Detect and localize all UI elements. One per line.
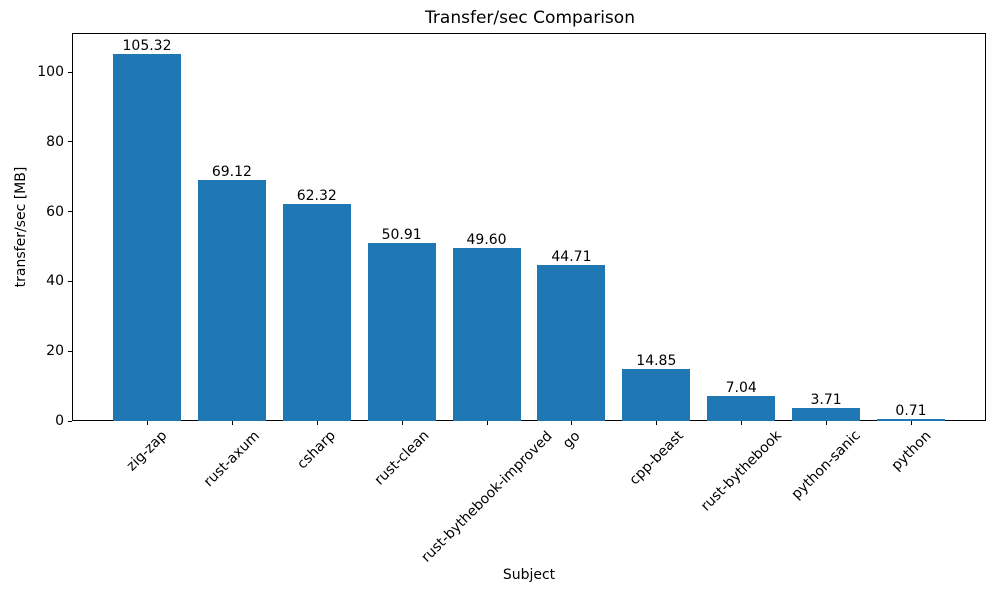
y-tick-label: 60 (46, 203, 64, 220)
bar-value-label: 50.91 (381, 227, 422, 244)
bar-value-label: 49.60 (466, 231, 507, 248)
x-tick (316, 421, 318, 425)
bar (282, 203, 351, 421)
plot-area (72, 33, 986, 421)
x-tick-label: rust-axum (200, 428, 263, 491)
bar-value-label: 3.71 (810, 392, 842, 409)
y-tick-label: 100 (37, 64, 64, 81)
x-tick-label: zig-zap (123, 427, 171, 475)
x-tick-label: rust-clean (371, 427, 433, 489)
y-tick-label: 40 (46, 273, 64, 290)
x-tick-label: cpp-beast (626, 427, 687, 489)
bar-value-label: 14.85 (636, 353, 677, 370)
y-tick-label: 0 (55, 413, 64, 429)
x-tick (656, 421, 658, 425)
y-tick (68, 350, 72, 352)
x-tick-label: csharp (294, 427, 340, 473)
bar (197, 179, 266, 421)
bar (877, 418, 945, 421)
y-axis-label: transfer/sec [MB] (13, 166, 29, 288)
y-tick-label: 80 (46, 133, 64, 150)
bar (792, 408, 861, 421)
y-tick (68, 420, 72, 422)
x-tick (826, 421, 828, 425)
x-tick-label: rust-bythebook-improved (417, 427, 556, 566)
x-tick-label: rust-bythebook (697, 428, 785, 515)
x-tick-label: python (888, 427, 934, 474)
bar (622, 369, 691, 421)
x-tick-label: go (559, 427, 584, 452)
x-tick (911, 421, 912, 425)
bar (367, 243, 436, 421)
chart-title: Transfer/sec Comparison (425, 8, 635, 28)
x-tick (741, 421, 743, 425)
bar-value-label: 62.32 (296, 187, 337, 204)
y-tick (68, 211, 72, 213)
bar-value-label: 44.71 (551, 248, 592, 265)
x-tick (231, 421, 233, 425)
bar (707, 396, 776, 421)
bar-value-label: 7.04 (725, 380, 757, 397)
y-tick (68, 71, 72, 73)
x-tick (486, 421, 488, 425)
bar-value-label: 105.32 (122, 37, 172, 54)
x-tick (147, 421, 148, 425)
y-tick (68, 141, 72, 143)
x-tick (571, 421, 573, 425)
bar (537, 264, 606, 421)
x-tick (401, 421, 403, 425)
bar (452, 247, 521, 421)
x-tick-label: python-sanic (788, 427, 864, 504)
bar-value-label: 69.12 (211, 163, 252, 180)
bar (113, 53, 181, 421)
bar-value-label: 0.71 (895, 402, 927, 419)
x-axis-label: Subject (502, 567, 556, 583)
y-tick-label: 20 (46, 343, 64, 360)
y-tick (68, 280, 72, 282)
